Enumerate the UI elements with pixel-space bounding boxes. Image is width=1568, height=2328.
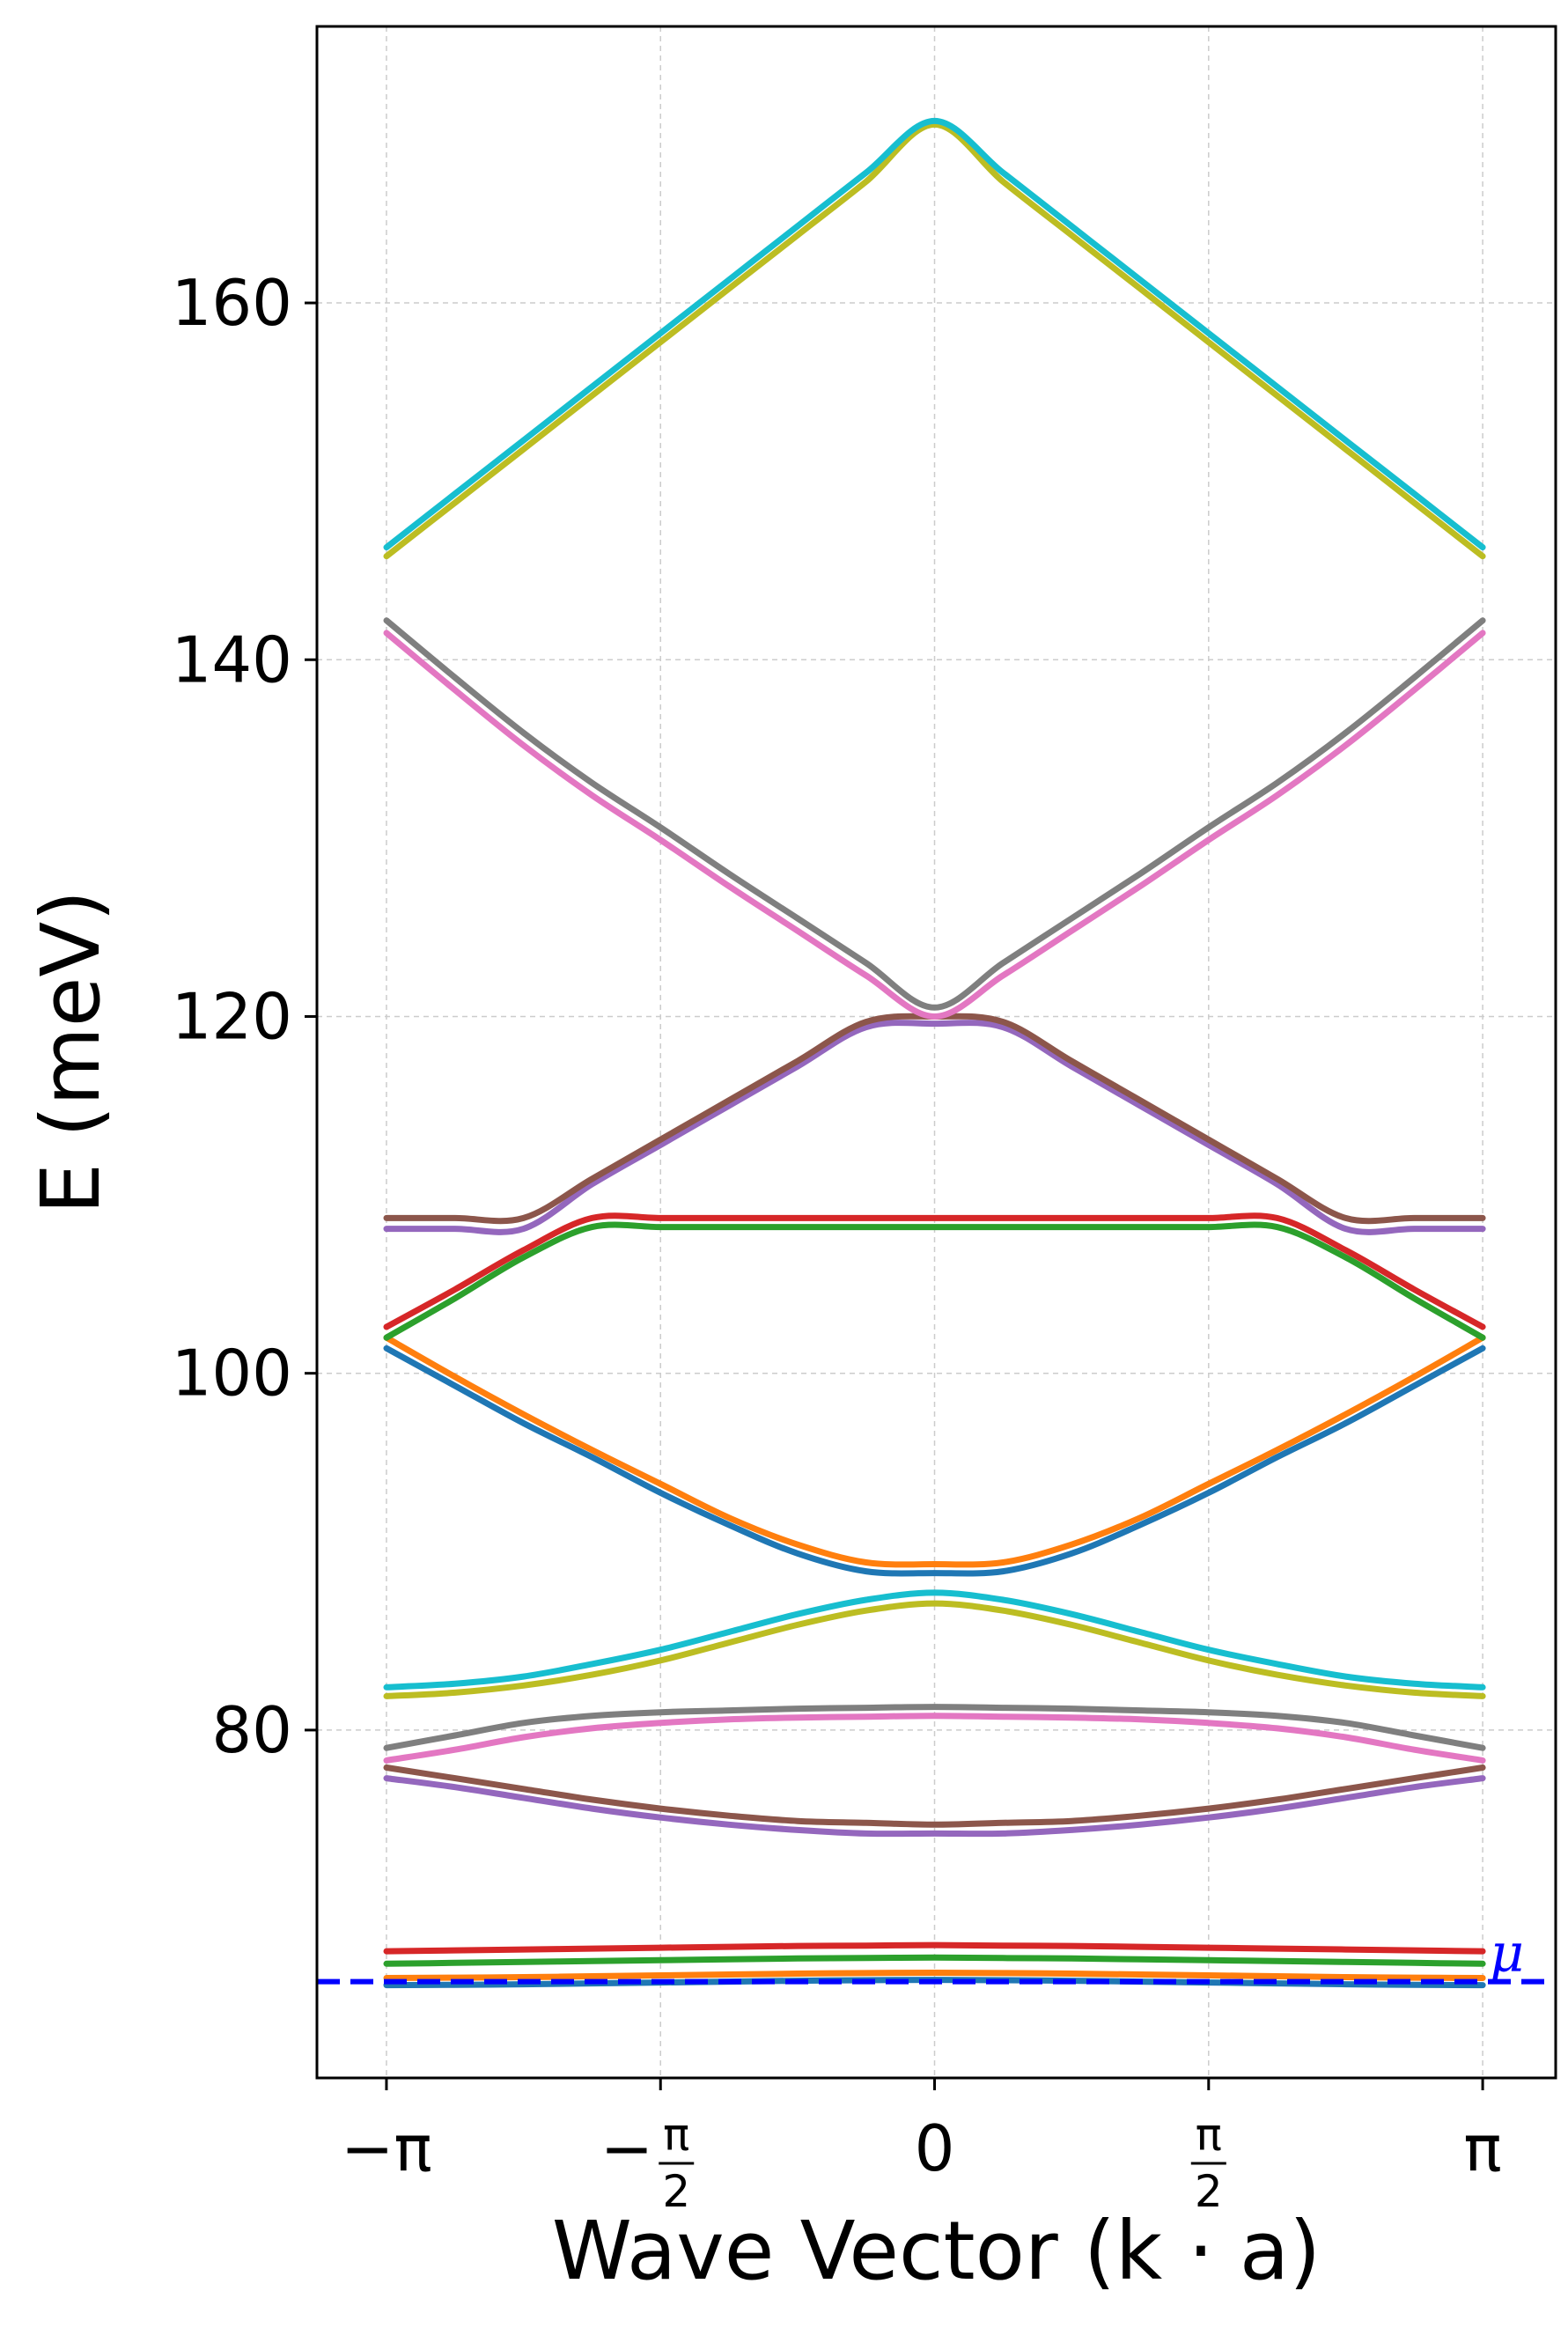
series-line-14 [383,1212,1486,1330]
chemical-potential-line: μ [317,1923,1556,1985]
x-tick-label: 0 [915,2111,955,2185]
y-tick-label: 80 [211,1693,292,1767]
y-tick-label: 120 [172,979,292,1053]
y-tick-label: 140 [172,623,292,696]
x-tick-label: −π [341,2111,432,2185]
series-line-2 [383,1970,1486,1981]
x-tick-label: π2 [1190,2110,1226,2217]
x-tick-label: − π2 [600,2110,695,2217]
y-axis-title: E (meV) [24,890,118,1214]
series-line-12 [383,1334,1486,1568]
series-line-11 [383,1344,1486,1577]
y-tick-label: 160 [172,266,292,340]
series-line-6 [383,1764,1486,1828]
series-line-7 [383,1713,1486,1764]
mu-label: μ [1490,1923,1524,1985]
series-line-18 [383,617,1486,1011]
svg-text:2: 2 [662,2166,690,2217]
series-line-8 [383,1704,1486,1751]
series-line-15 [383,1020,1486,1235]
series-line-19 [383,121,1486,560]
x-axis-title: Wave Vector (k · a) [552,2204,1321,2298]
series-line-13 [383,1221,1486,1341]
series-line-3 [383,1954,1486,1967]
x-tick-label: π [1463,2111,1501,2185]
grid [317,26,1556,2078]
series-lines [383,117,1486,1989]
series-line-20 [383,117,1486,551]
svg-text:π: π [663,2110,689,2161]
series-line-17 [383,630,1486,1020]
svg-text:−: − [600,2111,653,2185]
series-line-5 [383,1775,1486,1838]
plot-frame [315,25,1557,2080]
svg-text:π: π [1196,2110,1222,2161]
series-line-9 [383,1600,1486,1699]
y-tick-label: 100 [172,1337,292,1411]
svg-text:2: 2 [1195,2166,1223,2217]
series-line-4 [383,1941,1486,1955]
series-line-10 [383,1589,1486,1691]
